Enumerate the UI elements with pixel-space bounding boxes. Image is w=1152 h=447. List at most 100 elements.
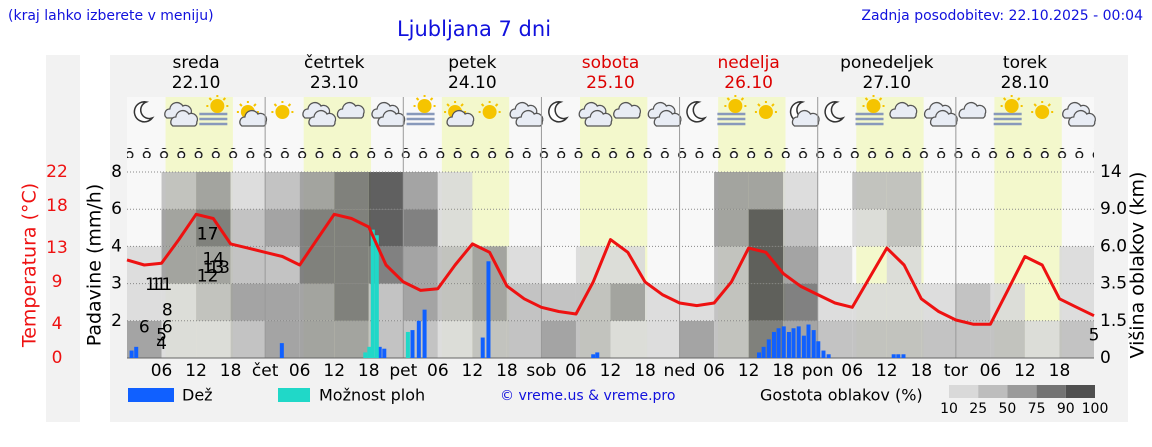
- temperature-label: 8: [162, 300, 173, 320]
- cloud-cell: [299, 172, 335, 210]
- cloud-cell: [299, 246, 335, 284]
- credit: © vreme.us & vreme.pro: [500, 388, 675, 404]
- temperature-axis-title: Temperatura (°C): [19, 183, 41, 348]
- temperature-label: 17: [197, 224, 219, 244]
- precip-bar: [374, 235, 379, 358]
- precip-bar: [816, 341, 821, 358]
- precip-bar: [416, 320, 421, 358]
- x-tick-label: 06: [980, 361, 1002, 381]
- day-date: 23.10: [310, 73, 359, 93]
- precip-bar: [363, 352, 368, 358]
- y2-tick-label: 0: [1100, 348, 1111, 368]
- cloud-legend-label: 100: [1082, 401, 1109, 417]
- cloud-cell: [403, 172, 438, 210]
- day-date: 25.10: [586, 73, 635, 93]
- legend-label: Možnost ploh: [319, 386, 425, 405]
- cloud-cell: [575, 320, 611, 358]
- temperature-tick-label: 0: [52, 348, 63, 368]
- left-panel: [46, 55, 80, 422]
- cloud-cell: [265, 209, 300, 247]
- cloud-cell: [541, 283, 576, 321]
- cloud-legend-swatch: [1007, 385, 1037, 398]
- x-tick-label: 18: [772, 361, 794, 381]
- precip-bar: [410, 330, 415, 358]
- cloud-cell: [506, 320, 542, 358]
- day-name: četrtek: [304, 53, 365, 73]
- cloud-cell: [610, 283, 646, 321]
- precip-bar: [786, 331, 791, 358]
- cloud-legend-swatch: [1065, 385, 1095, 398]
- cloud-legend-label: 10: [940, 401, 958, 417]
- x-tick-label: tor: [944, 361, 968, 381]
- precipitation-layer: [129, 229, 906, 358]
- precip-bar: [595, 352, 600, 358]
- temperature-label: 5: [1089, 326, 1100, 346]
- cloud-cell: [1059, 246, 1094, 284]
- cloud-cell: [506, 246, 542, 284]
- temperature-label: 6: [139, 317, 150, 337]
- day-date: 24.10: [448, 73, 497, 93]
- legend-swatch: [128, 388, 174, 402]
- cloud-cell: [437, 209, 473, 247]
- precip-bar: [776, 328, 781, 358]
- day-name: nedelja: [717, 53, 779, 73]
- cloud-cell: [403, 246, 438, 284]
- x-tick-label: ned: [664, 361, 696, 381]
- temperature-label: 4: [156, 334, 167, 354]
- temperature-tick-label: 18: [46, 196, 68, 216]
- temperature-label: 13: [203, 258, 225, 278]
- cloud-cell: [437, 172, 473, 210]
- wind-row: [127, 148, 1094, 158]
- x-tick-label: 12: [738, 361, 760, 381]
- cloud-cell: [196, 246, 231, 284]
- cloud-cell: [196, 283, 231, 321]
- cloud-axis-title: Višina oblakov (km): [1127, 172, 1149, 359]
- cloud-legend-swatch: [1036, 385, 1066, 398]
- x-tick-label: 12: [600, 361, 622, 381]
- precip-bar: [370, 229, 375, 358]
- precip-bar: [757, 352, 762, 358]
- day-name: ponedeljek: [840, 53, 934, 73]
- precip-bar: [796, 326, 801, 358]
- temperature-tick-label: 9: [52, 272, 63, 292]
- x-tick-label: 06: [427, 361, 449, 381]
- legend-swatch: [278, 388, 310, 402]
- cloud-cell: [230, 320, 266, 358]
- cloud-cell: [299, 283, 335, 321]
- cloud-legend-label: 90: [1057, 401, 1075, 417]
- cloud-cell: [852, 320, 887, 358]
- y2-tick-label: 14: [1100, 162, 1122, 182]
- cloud-cell: [610, 320, 646, 358]
- precip-bar: [279, 343, 284, 358]
- cloud-cell: [852, 209, 887, 247]
- cloud-legend-swatch: [978, 385, 1008, 398]
- y-tick-label: 3: [111, 274, 122, 294]
- x-tick-label: 12: [1014, 361, 1036, 381]
- cloud-cell: [161, 172, 197, 210]
- precip-bar: [129, 350, 134, 358]
- cloud-cell: [886, 172, 922, 210]
- temperature-label: 11: [145, 275, 167, 295]
- y2-tick-label: 9.0: [1100, 199, 1127, 219]
- y-tick-label: 4: [111, 236, 122, 256]
- precip-bar: [781, 326, 786, 358]
- cloud-cell: [852, 172, 887, 210]
- precip-bar: [367, 346, 372, 358]
- cloud-cell: [714, 172, 749, 210]
- temperature-label: 13: [203, 258, 225, 278]
- cloud-cell: [161, 283, 197, 321]
- precip-bar: [591, 354, 596, 358]
- temperature-tick-label: 13: [46, 238, 68, 258]
- precip-bar: [486, 261, 491, 358]
- cloud-cell: [955, 283, 991, 321]
- precip-bar: [405, 331, 410, 358]
- cloud-cell: [1024, 320, 1060, 358]
- cloud-cell: [127, 283, 162, 321]
- cloud-cell: [161, 320, 197, 358]
- cloud-cell: [334, 172, 369, 210]
- y2-tick-label: 3.5: [1100, 274, 1127, 294]
- precip-bar: [826, 354, 831, 358]
- foreground-layer: sreda22.10četrtek23.10petek24.10sobota25…: [46, 53, 1127, 417]
- x-tick-label: 06: [841, 361, 863, 381]
- y2-tick-label: 1.5: [1100, 311, 1127, 331]
